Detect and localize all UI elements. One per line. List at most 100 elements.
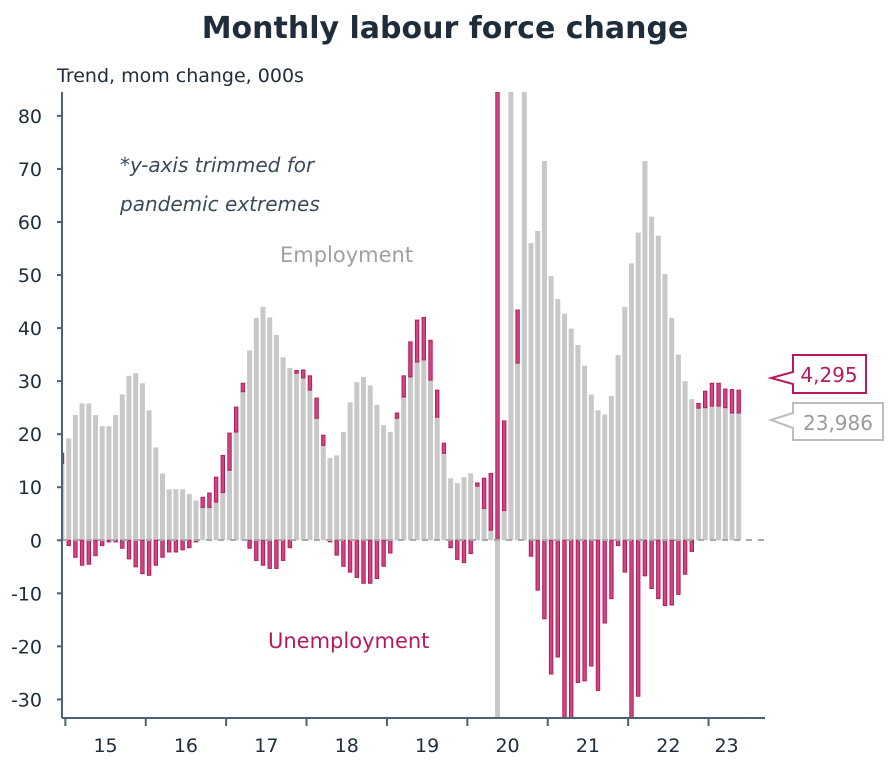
unemployment-bar	[535, 539, 540, 591]
employment-bar	[468, 473, 474, 541]
unemployment-bar	[73, 539, 78, 558]
chart-title: Monthly labour force change	[202, 11, 689, 46]
unemployment-bar	[629, 539, 634, 718]
unemployment-bar	[220, 454, 226, 494]
unemployment-bar	[347, 539, 353, 573]
x-tick-label: 22	[656, 735, 680, 757]
unemployment-bar	[394, 412, 400, 419]
unemployment-bar	[669, 539, 674, 606]
unemployment-bar	[676, 539, 681, 595]
employment-bar	[635, 232, 641, 541]
unemployment-bar	[662, 539, 668, 607]
unemployment-bar	[562, 539, 567, 718]
employment-bar	[501, 510, 507, 541]
employment-bar	[682, 381, 688, 541]
x-tick-label: 20	[495, 735, 519, 757]
unemployment-bar	[421, 316, 427, 361]
unemployment-bar	[140, 539, 145, 575]
unemployment-bar	[729, 389, 735, 414]
employment-bar	[669, 317, 675, 541]
unemployment-bar	[609, 539, 614, 600]
employment-bar	[139, 383, 145, 541]
employment-bar	[99, 426, 105, 541]
employment-bar	[381, 425, 387, 541]
employment-bar	[166, 489, 172, 541]
employment-bar	[615, 355, 621, 541]
employment-bar	[367, 385, 373, 541]
y-tick-label: 40	[18, 318, 42, 340]
employment-bar	[729, 412, 735, 541]
employment-bar	[689, 399, 695, 541]
employment-bar	[582, 365, 588, 541]
unemployment-bar	[649, 539, 654, 590]
employment-bar	[294, 373, 299, 541]
employment-bar	[287, 367, 293, 541]
unemployment-bar	[301, 369, 306, 379]
employment-bar	[736, 412, 742, 541]
unemployment-bar	[334, 539, 339, 556]
unemployment-bar	[374, 539, 380, 579]
x-tick-label: 21	[576, 735, 600, 757]
bars-group	[62, 92, 742, 718]
employment-bar	[314, 418, 320, 541]
employment-bar	[260, 306, 266, 541]
employment-bar	[722, 407, 728, 541]
unemployment-bar	[441, 442, 447, 454]
unemployment-bar	[79, 539, 85, 566]
employment-bar	[434, 417, 440, 541]
employment-bar	[508, 92, 514, 541]
employment-bar	[253, 317, 259, 541]
employment-bar	[106, 426, 112, 541]
unemployment-bar	[495, 92, 500, 541]
callout-employment-value: 23,986	[803, 411, 873, 435]
employment-bar	[461, 477, 467, 541]
unemployment-bar	[502, 420, 507, 512]
employment-bar	[93, 415, 98, 541]
unemployment-bar	[173, 539, 179, 553]
callout-unemployment: 4,295	[767, 354, 867, 394]
x-tick-label: 17	[254, 735, 278, 757]
unemployment-bar	[542, 539, 547, 620]
unemployment-bar	[260, 539, 266, 566]
employment-bar	[126, 375, 132, 541]
unemployment-bar	[381, 539, 386, 567]
employment-bar	[407, 376, 413, 541]
y-tick-label: 20	[18, 424, 42, 446]
unemployment-bar	[227, 432, 232, 471]
employment-bar	[702, 407, 708, 541]
unemployment-bar	[401, 375, 406, 398]
unemployment-bar	[240, 382, 246, 393]
unemployment-bar	[133, 539, 138, 568]
employment-bar	[515, 363, 521, 541]
unemployment-bar	[615, 539, 621, 547]
unemployment-bar	[200, 496, 205, 508]
employment-bar	[240, 391, 246, 541]
employment-bar	[495, 540, 500, 718]
y-tick-label: 60	[18, 212, 42, 234]
employment-bar	[414, 362, 420, 541]
employment-bar	[180, 489, 186, 541]
employment-bar	[173, 489, 179, 541]
x-tick-label: 19	[415, 735, 439, 757]
employment-bar	[428, 380, 433, 541]
unemployment-bar	[555, 539, 560, 658]
unemployment-bar	[569, 539, 574, 718]
employment-bar	[387, 432, 393, 541]
unemployment-bar	[455, 539, 460, 560]
unemployment-bar	[575, 539, 581, 683]
employment-bar	[454, 482, 460, 541]
unemployment-bar	[247, 539, 252, 549]
unemployment-bar	[528, 539, 534, 557]
employment-bar	[273, 334, 279, 541]
y-tick-label: -20	[11, 636, 42, 658]
employment-bar	[206, 507, 212, 541]
employment-bar	[193, 500, 199, 541]
unemployment-bar	[234, 406, 239, 433]
unemployment-bar	[716, 382, 721, 407]
employment-bar	[374, 405, 380, 541]
unemployment-bar	[146, 539, 152, 576]
unemployment-bar	[187, 539, 192, 549]
employment-bar	[300, 377, 306, 541]
employment-bar	[421, 359, 427, 541]
employment-bar	[200, 507, 206, 541]
